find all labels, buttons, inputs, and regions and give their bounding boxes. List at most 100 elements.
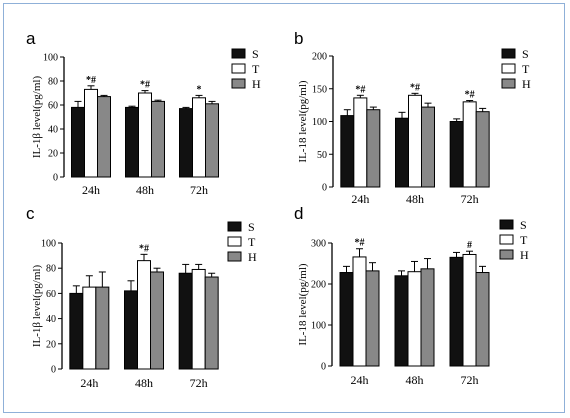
- figure-frame: a 0 20 40 60 80 100 IL-1β level(pg/ml) 24h 48h 72h…: [3, 3, 565, 413]
- bar-S-48h: [395, 117, 409, 188]
- legend-swatch-H: [227, 251, 242, 262]
- legend-label-H: H: [248, 250, 257, 264]
- legend-label-H: H: [522, 77, 531, 91]
- bar-H-48h: [151, 100, 165, 178]
- significance-marker: *: [197, 84, 202, 95]
- bar-H-48h: [421, 106, 435, 188]
- bar-chart-figure: a 0 20 40 60 80 100 IL-1β level(pg/ml) 24h 48h 72h…: [26, 29, 531, 390]
- bar-S-72h: [449, 121, 464, 188]
- x-tick-label: 72h: [461, 373, 479, 387]
- legend-swatch-H: [499, 249, 514, 260]
- bar-T-72h: [462, 253, 477, 367]
- x-tick-label: 48h: [406, 192, 424, 206]
- y-tick-label: 0: [322, 183, 327, 194]
- significance-marker: *#: [410, 82, 420, 93]
- bar-S-72h: [179, 108, 193, 178]
- bar-H-24h: [97, 96, 111, 178]
- y-tick-label: 50: [317, 150, 327, 161]
- chart-panel-c: c 0 20 40 60 80 100 IL-1β level(pg/ml) 24h 48h 72h…: [26, 204, 257, 390]
- y-tick-label: 60: [48, 101, 58, 112]
- bar-H-48h: [420, 268, 435, 367]
- bar-H-24h: [365, 270, 380, 367]
- y-tick-label: 100: [311, 321, 326, 332]
- bar-S-48h: [125, 106, 139, 178]
- bar-T-24h: [352, 256, 367, 367]
- bar-T-24h: [84, 88, 98, 178]
- x-tick-label: 48h: [136, 183, 154, 197]
- legend-label-T: T: [522, 62, 530, 76]
- x-tick-label: 24h: [82, 183, 100, 197]
- bar-S-72h: [178, 272, 193, 370]
- bar-T-24h: [353, 97, 368, 188]
- chart-panel-b: b 0 50 100 150 200 IL-18 level(pg/ml) 24h 48h 72h…: [294, 29, 531, 206]
- x-tick-label: 72h: [461, 192, 479, 206]
- legend-label-H: H: [252, 77, 261, 91]
- y-tick-label: 200: [312, 52, 327, 63]
- y-axis-label: IL-1β level(pg/ml): [31, 265, 43, 348]
- x-tick-label: 24h: [351, 192, 369, 206]
- y-tick-label: 60: [46, 289, 56, 300]
- panel-label: d: [294, 204, 303, 223]
- y-tick-label: 20: [46, 339, 56, 350]
- y-axis-label: IL-18 level(pg/ml): [297, 80, 309, 163]
- bar-T-48h: [408, 94, 422, 188]
- legend-swatch-S: [231, 48, 246, 59]
- bar-T-72h: [191, 268, 206, 370]
- legend-label-S: S: [252, 47, 259, 61]
- y-tick-label: 0: [321, 362, 326, 373]
- panel-label: b: [294, 29, 303, 48]
- y-tick-label: 100: [43, 53, 58, 64]
- bar-H-72h: [475, 111, 490, 188]
- bar-S-48h: [124, 290, 138, 370]
- legend-swatch-H: [231, 78, 246, 89]
- significance-marker: *#: [140, 80, 150, 91]
- bar-S-24h: [71, 106, 85, 178]
- y-tick-label: 80: [48, 77, 58, 88]
- bar-S-72h: [449, 256, 464, 367]
- y-tick-label: 20: [48, 149, 58, 160]
- legend-label-S: S: [522, 47, 529, 61]
- bar-S-24h: [340, 115, 355, 188]
- legend-swatch-T: [501, 63, 516, 74]
- legend-label-T: T: [520, 233, 528, 247]
- y-tick-label: 100: [41, 239, 56, 250]
- legend-label-S: S: [248, 220, 255, 234]
- significance-marker: *#: [86, 75, 96, 86]
- significance-marker: #: [467, 240, 472, 251]
- panel-label: a: [26, 29, 36, 48]
- bar-S-48h: [394, 275, 409, 367]
- legend-label-T: T: [252, 62, 260, 76]
- y-tick-label: 40: [48, 125, 58, 136]
- x-tick-label: 24h: [80, 376, 98, 390]
- x-tick-label: 48h: [135, 376, 153, 390]
- x-tick-label: 48h: [406, 373, 424, 387]
- legend-swatch-T: [227, 236, 242, 247]
- legend-label-T: T: [248, 235, 256, 249]
- chart-panel-d: d 0 100 200 300 IL-18 level(pg/ml) 24h 48h 72h *#…: [294, 204, 529, 387]
- y-tick-label: 300: [311, 239, 326, 250]
- bar-H-72h: [204, 276, 219, 370]
- legend-swatch-S: [499, 219, 514, 230]
- bar-H-24h: [95, 286, 110, 370]
- x-tick-label: 72h: [190, 183, 208, 197]
- legend-swatch-S: [227, 221, 242, 232]
- y-tick-label: 100: [312, 117, 327, 128]
- bar-T-48h: [137, 260, 151, 370]
- bar-H-72h: [205, 103, 219, 178]
- bar-T-48h: [138, 92, 152, 178]
- x-tick-label: 24h: [351, 373, 369, 387]
- panel-label: c: [26, 204, 35, 223]
- significance-marker: *#: [465, 90, 475, 101]
- y-tick-label: 200: [311, 280, 326, 291]
- significance-marker: *#: [355, 84, 365, 95]
- y-tick-label: 0: [51, 365, 56, 376]
- y-tick-label: 0: [53, 173, 58, 184]
- x-tick-label: 72h: [190, 376, 208, 390]
- legend-swatch-T: [499, 234, 514, 245]
- legend-swatch-T: [231, 63, 246, 74]
- significance-marker: *#: [355, 238, 365, 249]
- y-axis-label: IL-18 level(pg/ml): [297, 263, 309, 346]
- y-tick-label: 40: [46, 314, 56, 325]
- significance-marker: *#: [139, 243, 149, 254]
- legend-swatch-S: [501, 48, 516, 59]
